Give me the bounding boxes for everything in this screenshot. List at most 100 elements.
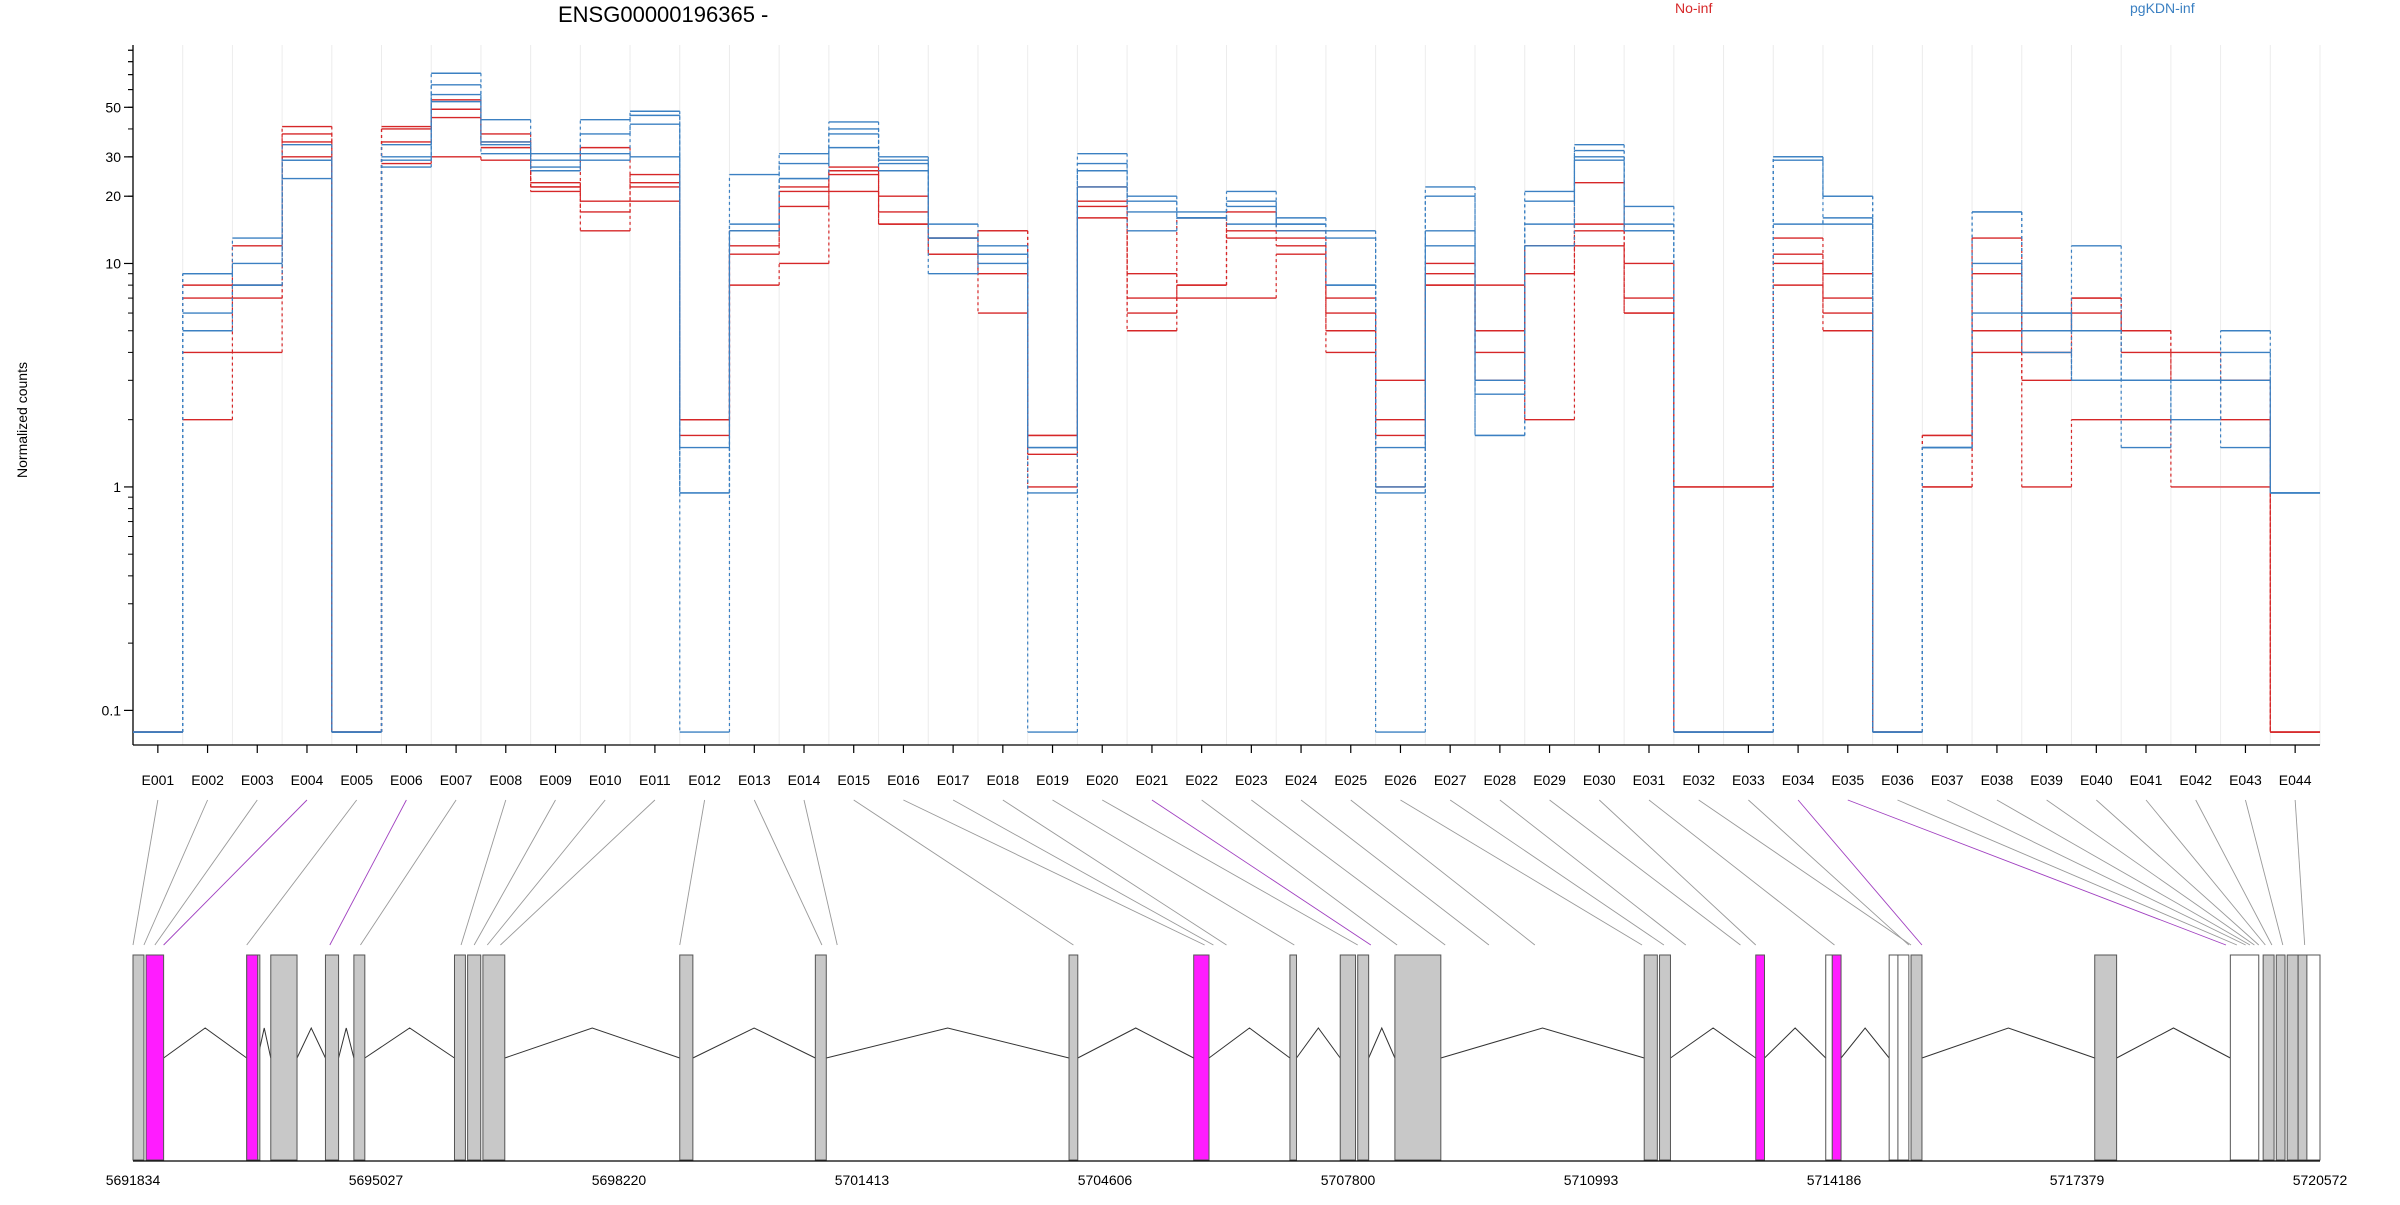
exon-connector [246, 799, 358, 946]
series-connector [182, 101, 2271, 733]
exon-connector [154, 799, 258, 946]
exon-connector [803, 799, 838, 946]
exon-block [1068, 954, 1079, 1161]
exon-block-white [1825, 954, 1833, 1161]
exon-connector [1052, 799, 1295, 946]
exon-connector [1598, 799, 1757, 946]
x-tick-label: E004 [291, 772, 324, 788]
exon-block [324, 954, 340, 1161]
exon-connector [679, 799, 706, 946]
exon-block [270, 954, 298, 1161]
exon-connector [1251, 799, 1446, 946]
x-tick-label: E029 [1533, 772, 1566, 788]
x-tick-label: E013 [738, 772, 771, 788]
exon-block [132, 954, 145, 1161]
x-tick-label: E028 [1484, 772, 1517, 788]
exon-connector [1847, 799, 2227, 946]
x-tick-label: E012 [688, 772, 721, 788]
genomic-tick-label: 5695027 [349, 1172, 404, 1188]
y-tick-label: 20 [105, 188, 121, 204]
genomic-tick-label: 5714186 [1807, 1172, 1862, 1188]
x-tick-label: E031 [1633, 772, 1666, 788]
exon-connector [1151, 799, 1372, 946]
x-tick-label: E019 [1036, 772, 1069, 788]
exon-block-highlight [1831, 954, 1842, 1161]
exon-block-highlight [1193, 954, 1210, 1161]
exon-block-white [2229, 954, 2260, 1161]
exon-connector [1499, 799, 1687, 946]
exon-block [482, 954, 506, 1161]
x-tick-label: E021 [1136, 772, 1169, 788]
exon-connector [903, 799, 1205, 946]
y-tick-label: 30 [105, 149, 121, 165]
exon-block [2094, 954, 2118, 1161]
exon-connector [952, 799, 1214, 946]
x-tick-label: E023 [1235, 772, 1268, 788]
x-tick-label: E007 [440, 772, 473, 788]
exon-connector [2294, 799, 2306, 946]
series-8 [133, 100, 2320, 733]
exon-connector [163, 799, 308, 946]
exon-block [1289, 954, 1297, 1161]
legend-pgkdn-inf: pgKDN-inf [2130, 0, 2195, 16]
x-tick-label: E015 [837, 772, 870, 788]
x-tick-label: E039 [2030, 772, 2063, 788]
genomic-tick-label: 5717379 [2050, 1172, 2105, 1188]
exon-connector [1350, 799, 1536, 946]
exon-block [679, 954, 694, 1161]
exon-connector [1947, 799, 2246, 946]
x-tick-label: E041 [2130, 772, 2163, 788]
exon-connector [329, 799, 407, 946]
exon-connector [2046, 799, 2255, 946]
exon-block-white [1897, 954, 1910, 1161]
exon-connector [1201, 799, 1398, 946]
x-tick-label: E034 [1782, 772, 1815, 788]
exon-connector [1698, 799, 1912, 946]
exon-connector [2245, 799, 2284, 946]
genomic-tick-label: 5701413 [835, 1172, 890, 1188]
x-tick-label: E037 [1931, 772, 1964, 788]
exon-connector [1449, 799, 1665, 946]
exon-connector [500, 799, 656, 946]
x-tick-label: E008 [489, 772, 522, 788]
x-tick-label: E020 [1086, 772, 1119, 788]
exon-block-highlight [1755, 954, 1766, 1161]
x-tick-label: E032 [1682, 772, 1715, 788]
x-tick-label: E026 [1384, 772, 1417, 788]
exon-block [2286, 954, 2299, 1161]
exon-connector [1648, 799, 1835, 946]
exon-connector [2195, 799, 2273, 946]
exon-block [2262, 954, 2275, 1161]
x-tick-label: E040 [2080, 772, 2113, 788]
exon-block [467, 954, 482, 1161]
exon-connector [460, 799, 507, 946]
exon-connector [1400, 799, 1643, 946]
genomic-tick-label: 5720572 [2293, 1172, 2348, 1188]
y-tick-label: 10 [105, 255, 121, 271]
x-tick-label: E005 [340, 772, 373, 788]
chart-title: ENSG00000196365 - [558, 2, 769, 27]
x-tick-label: E025 [1334, 772, 1367, 788]
exon-connector [1002, 799, 1227, 946]
genomic-tick-label: 5704606 [1078, 1172, 1133, 1188]
x-tick-label: E033 [1732, 772, 1765, 788]
exon-connector [853, 799, 1074, 946]
exon-connector [486, 799, 606, 946]
exon-block [453, 954, 466, 1161]
exon-connector [1748, 799, 1910, 946]
exon-block [814, 954, 827, 1161]
x-tick-label: E006 [390, 772, 423, 788]
exon-connector [753, 799, 823, 946]
exon-connector [1102, 799, 1358, 946]
x-tick-label: E043 [2229, 772, 2262, 788]
x-tick-label: E010 [589, 772, 622, 788]
x-tick-label: E016 [887, 772, 920, 788]
exon-connector [2145, 799, 2266, 946]
x-tick-label: E038 [1981, 772, 2014, 788]
x-tick-label: E027 [1434, 772, 1467, 788]
x-tick-label: E035 [1831, 772, 1864, 788]
exon-connector [1300, 799, 1490, 946]
x-tick-label: E011 [639, 772, 671, 788]
